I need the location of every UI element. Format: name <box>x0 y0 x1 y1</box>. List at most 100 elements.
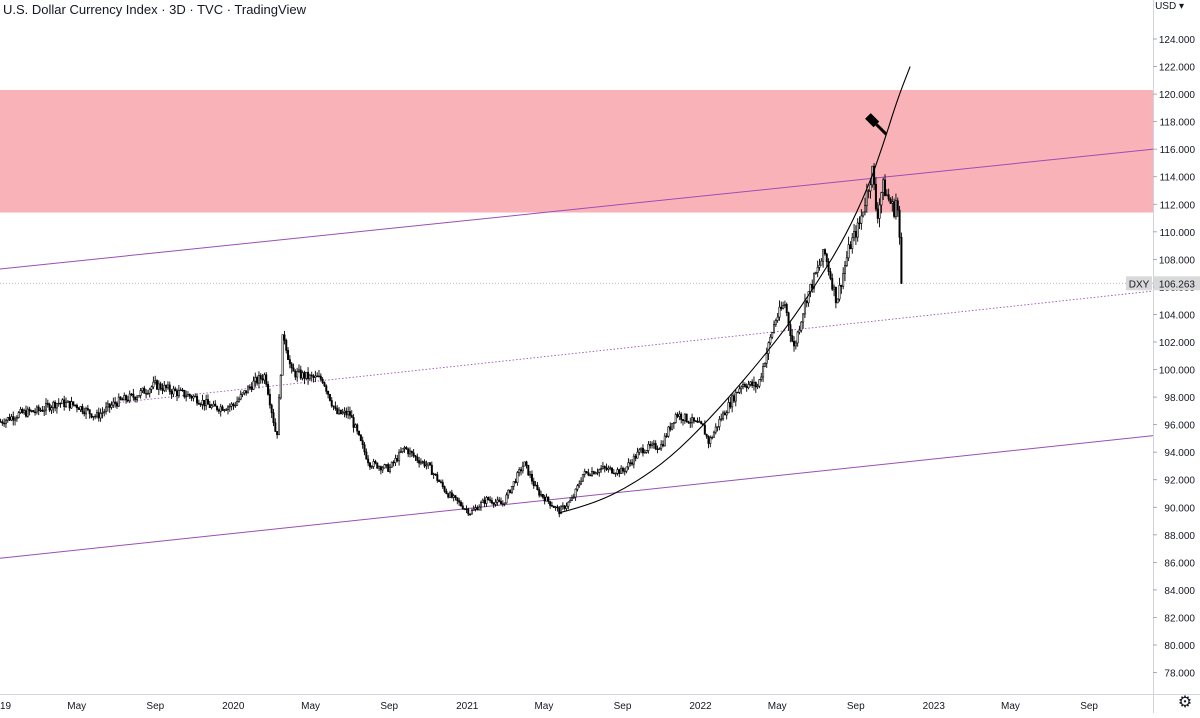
candle-body <box>853 231 856 239</box>
candle <box>576 483 579 492</box>
candle <box>245 390 248 396</box>
candle <box>532 477 535 489</box>
candle <box>525 460 528 469</box>
candle-body <box>114 401 117 404</box>
candle-body <box>427 462 430 466</box>
candle <box>427 462 430 469</box>
candle-body <box>354 424 357 428</box>
candle-body <box>532 480 535 486</box>
candle-body <box>314 375 317 378</box>
candle <box>285 338 288 354</box>
candle-body <box>216 405 219 411</box>
candle <box>807 291 810 307</box>
candle-body <box>101 412 104 414</box>
candle <box>339 409 342 415</box>
candle-body <box>110 404 113 408</box>
candle-body <box>374 461 377 464</box>
candle-body <box>685 413 688 422</box>
candle <box>99 408 102 422</box>
candle <box>823 248 826 256</box>
candle-body <box>292 367 295 372</box>
candle <box>181 387 184 392</box>
candle <box>374 459 377 465</box>
candle <box>90 413 93 419</box>
trendline-upper-solid <box>0 148 1154 270</box>
candle-body <box>185 395 188 398</box>
candle-body <box>401 448 404 452</box>
candle <box>520 466 523 476</box>
candle-body <box>338 409 341 414</box>
candle <box>847 236 850 262</box>
candle-body <box>230 403 233 407</box>
candle-body <box>527 464 530 476</box>
candle-body <box>250 386 253 390</box>
candle-body <box>206 399 209 405</box>
candle-body <box>303 372 306 379</box>
candle <box>649 441 652 449</box>
candle-body <box>891 201 894 204</box>
candle <box>771 331 774 340</box>
candle-body <box>663 435 666 447</box>
candle-body <box>14 418 17 421</box>
candle-body <box>833 286 836 290</box>
candle <box>201 394 204 410</box>
candle <box>72 401 75 407</box>
candle <box>276 431 279 439</box>
candle-body <box>378 466 381 469</box>
candle-body <box>738 388 741 393</box>
candle-body <box>754 382 757 388</box>
y-tick-label: 104.000 <box>1159 310 1196 321</box>
candle <box>889 197 892 204</box>
candle-body <box>601 466 604 469</box>
candle-body <box>283 334 286 341</box>
candle <box>156 379 159 391</box>
candle-body <box>281 334 284 376</box>
candle-body <box>760 376 763 380</box>
candle <box>321 377 324 385</box>
candle-body <box>629 462 632 464</box>
candle <box>831 273 834 292</box>
candle-body <box>609 467 612 469</box>
candle-body <box>181 389 184 392</box>
candle <box>174 386 177 392</box>
x-tick-label: May <box>1001 701 1020 712</box>
gavel-icon <box>865 113 888 136</box>
candle <box>796 330 799 347</box>
candle-body <box>718 419 721 427</box>
currency-selector[interactable]: USD ▾ <box>1155 1 1184 12</box>
candle <box>587 468 590 477</box>
candle-body <box>767 342 770 354</box>
candle-body <box>461 505 464 510</box>
candle <box>368 461 371 470</box>
y-tick-label: 84.000 <box>1164 586 1195 597</box>
candle <box>884 174 887 197</box>
candle <box>816 260 819 278</box>
candle <box>756 383 759 390</box>
candle-body <box>74 404 77 407</box>
candle-body <box>570 497 573 501</box>
candle <box>412 449 415 458</box>
candle <box>103 408 106 417</box>
candle <box>600 465 603 473</box>
candle-body <box>50 407 53 411</box>
candle <box>50 405 53 414</box>
candle-body <box>827 261 830 272</box>
gear-icon[interactable]: ⚙ <box>1177 692 1193 711</box>
candle <box>787 311 790 331</box>
y-tick-label: 80.000 <box>1164 641 1195 652</box>
candle <box>221 404 224 411</box>
candle-body <box>660 444 663 450</box>
y-tick-label: 100.000 <box>1159 366 1196 377</box>
candle-body <box>758 379 761 387</box>
candle-body <box>152 381 155 388</box>
candle <box>365 448 368 460</box>
candle-body <box>99 413 102 419</box>
y-tick-label: 122.000 <box>1159 63 1196 74</box>
candle <box>6 416 9 423</box>
candle <box>208 400 211 409</box>
candle-body <box>223 409 226 411</box>
candle-body <box>432 473 435 476</box>
candle <box>678 410 681 421</box>
